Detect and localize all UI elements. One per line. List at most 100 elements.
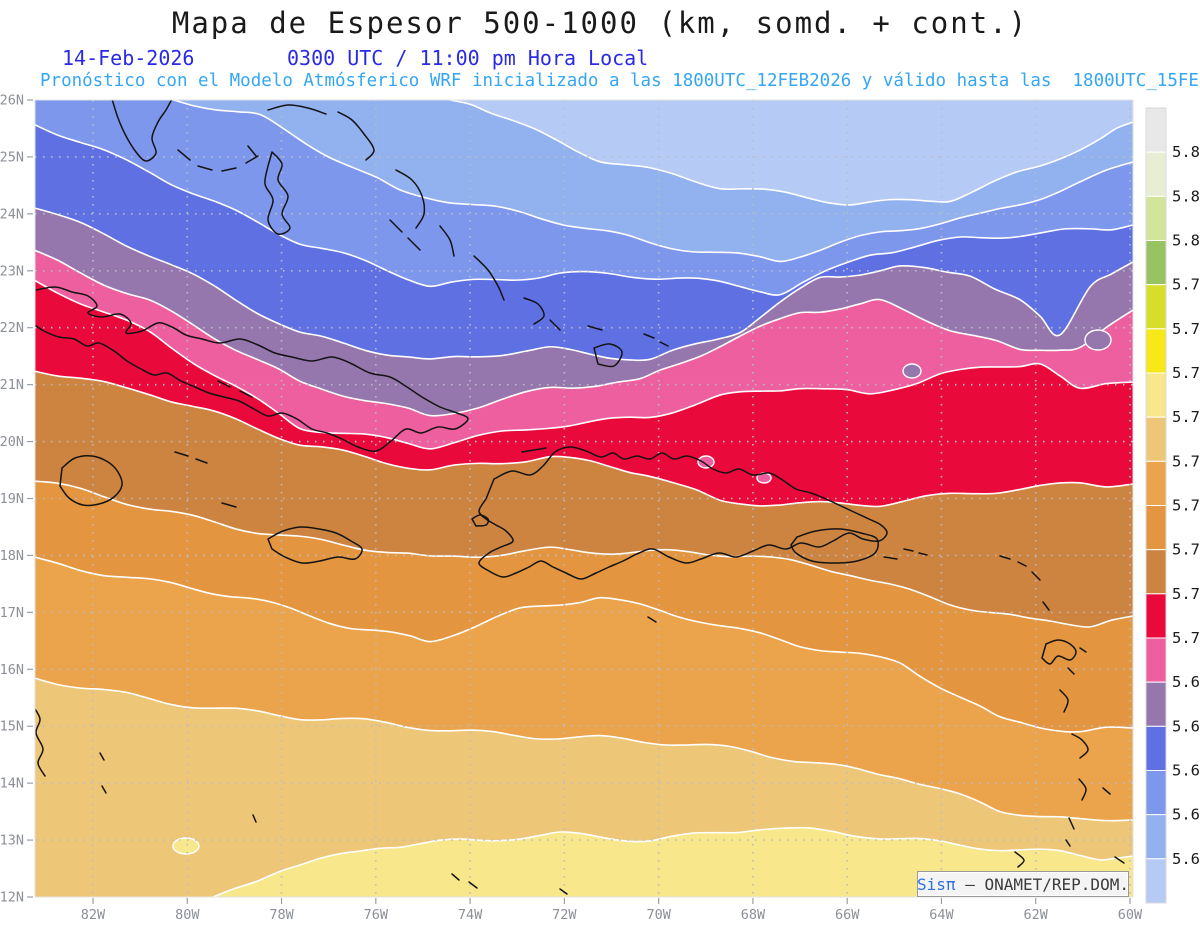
colorbar-segment	[1145, 681, 1167, 727]
colorbar-label: 5.724	[1172, 541, 1200, 559]
coast-long-island	[473, 255, 505, 301]
lat-label: 14N	[0, 776, 24, 792]
coast-st-lucia	[1078, 778, 1087, 801]
lon-label: 70W	[646, 907, 671, 923]
coast-jamaica	[267, 526, 363, 564]
valid-date: 14-Feb-2026	[62, 46, 195, 70]
coast-anguilla-1	[999, 555, 1011, 560]
coast-grenada	[1014, 851, 1025, 868]
coast-florida	[111, 100, 173, 162]
colorbar-label: 5.676	[1172, 717, 1200, 735]
coast-vieques	[883, 556, 898, 560]
colorbar-segment	[1145, 725, 1167, 771]
watermark-separator: –	[955, 874, 985, 894]
valid-time: 0300 UTC / 11:00 pm Hora Local	[287, 46, 649, 70]
colorbar-label: 5.795	[1172, 276, 1200, 294]
coast-exuma-1	[389, 219, 403, 233]
coast-martinique	[1071, 733, 1089, 759]
colorbar-label: 5.748	[1172, 452, 1200, 470]
colorbar-segment	[1145, 505, 1167, 551]
lon-label: 82W	[81, 907, 106, 923]
coast-tortue	[521, 447, 547, 453]
axis-labels: 26N 25N 24N 23N 22N 21N 20N 19N 18N 17N 16N 15N 14N 1…	[0, 93, 1143, 924]
coast-mayaguana	[587, 325, 603, 331]
lon-label: 68W	[741, 907, 766, 923]
lon-label: 78W	[269, 907, 294, 923]
coast-eleuthera	[395, 169, 426, 229]
coast-st-vincent	[1068, 817, 1075, 830]
coast-bimini	[247, 145, 257, 157]
colorbar-label: 5.688	[1172, 673, 1200, 691]
colorbar-label: 5.807	[1172, 232, 1200, 250]
colorbar-segment	[1145, 416, 1167, 462]
coast-grenadines	[1065, 839, 1071, 847]
colorbar-label: 5.772	[1172, 364, 1200, 382]
lat-label: 17N	[0, 605, 24, 621]
lat-label: 22N	[0, 320, 24, 336]
coast-cuba-cays-1	[217, 380, 231, 388]
lon-label: 76W	[364, 907, 389, 923]
colorbar-label: 5.7	[1172, 629, 1200, 647]
colorbar-label: 5.819	[1172, 187, 1200, 205]
coast-isla-juventud	[59, 454, 123, 507]
colorbar-segment	[1145, 814, 1167, 860]
lon-label: 74W	[458, 907, 483, 923]
colorbar-segment	[1145, 637, 1167, 683]
coast-san-andres	[101, 785, 107, 794]
colorbar-segment	[1145, 549, 1167, 595]
lon-label: 66W	[835, 907, 860, 923]
coast-gonave	[471, 514, 490, 527]
coast-virgin-2	[918, 552, 928, 556]
map-frame	[34, 99, 1134, 898]
colorbar-label: 5.664	[1172, 762, 1200, 780]
lat-label: 15N	[0, 719, 24, 735]
coast-barbados	[1102, 787, 1111, 795]
colorbar-label: 5.712	[1172, 585, 1200, 603]
colorbar-segment	[1145, 195, 1167, 241]
lat-label: 18N	[0, 548, 24, 564]
watermark-org: ONAMET/REP.DOM.	[984, 874, 1129, 894]
coast-turks-1	[643, 333, 655, 339]
coast-cuba-cays-4	[195, 458, 208, 464]
coast-florida-keys-1	[177, 149, 191, 161]
lon-label: 64W	[929, 907, 954, 923]
lat-label: 20N	[0, 434, 24, 450]
coast-cat-island	[439, 225, 455, 257]
colorbar-label: 5.783	[1172, 320, 1200, 338]
coast-anguilla-2	[1017, 561, 1027, 567]
colorbar-label: 5.652	[1172, 806, 1200, 824]
coast-tobago	[1114, 856, 1125, 864]
coast-hispaniola	[478, 446, 888, 580]
forecast-note: Pronóstico con el Modelo Atmósferico WRF…	[40, 71, 1200, 91]
colorbar-segment	[1145, 107, 1167, 153]
colorbar-segment	[1145, 328, 1167, 374]
lat-label: 13N	[0, 833, 24, 849]
colorbar-segment	[1145, 770, 1167, 816]
coast-montserrat	[1042, 601, 1050, 611]
coast-virgin-1	[903, 548, 914, 552]
coast-crooked	[523, 297, 545, 325]
colorbar-segment	[1145, 284, 1167, 330]
coast-dominica	[1059, 689, 1069, 713]
colorbar-segment	[1145, 240, 1167, 286]
coast-providencia-cays	[252, 814, 257, 823]
lat-label: 24N	[0, 206, 24, 222]
colorbar-segment	[1145, 372, 1167, 418]
coast-abaco	[337, 111, 375, 161]
coast-florida-keys-3	[221, 167, 237, 172]
colorbar-label: 5.831	[1172, 143, 1200, 161]
lon-label: 72W	[552, 907, 577, 923]
lat-label: 26N	[0, 93, 24, 109]
lat-label: 21N	[0, 377, 24, 393]
coast-bonaire	[559, 888, 568, 895]
coast-cayman	[221, 502, 237, 508]
coast-curacao	[468, 881, 478, 889]
colorbar-segment	[1145, 858, 1167, 904]
lat-label: 16N	[0, 662, 24, 678]
lon-label: 60W	[1118, 907, 1143, 923]
watermark-badge: Sisπ – ONAMET/REP.DOM.	[917, 871, 1129, 897]
coast-exuma-2	[407, 237, 421, 251]
graticule	[35, 100, 1133, 897]
